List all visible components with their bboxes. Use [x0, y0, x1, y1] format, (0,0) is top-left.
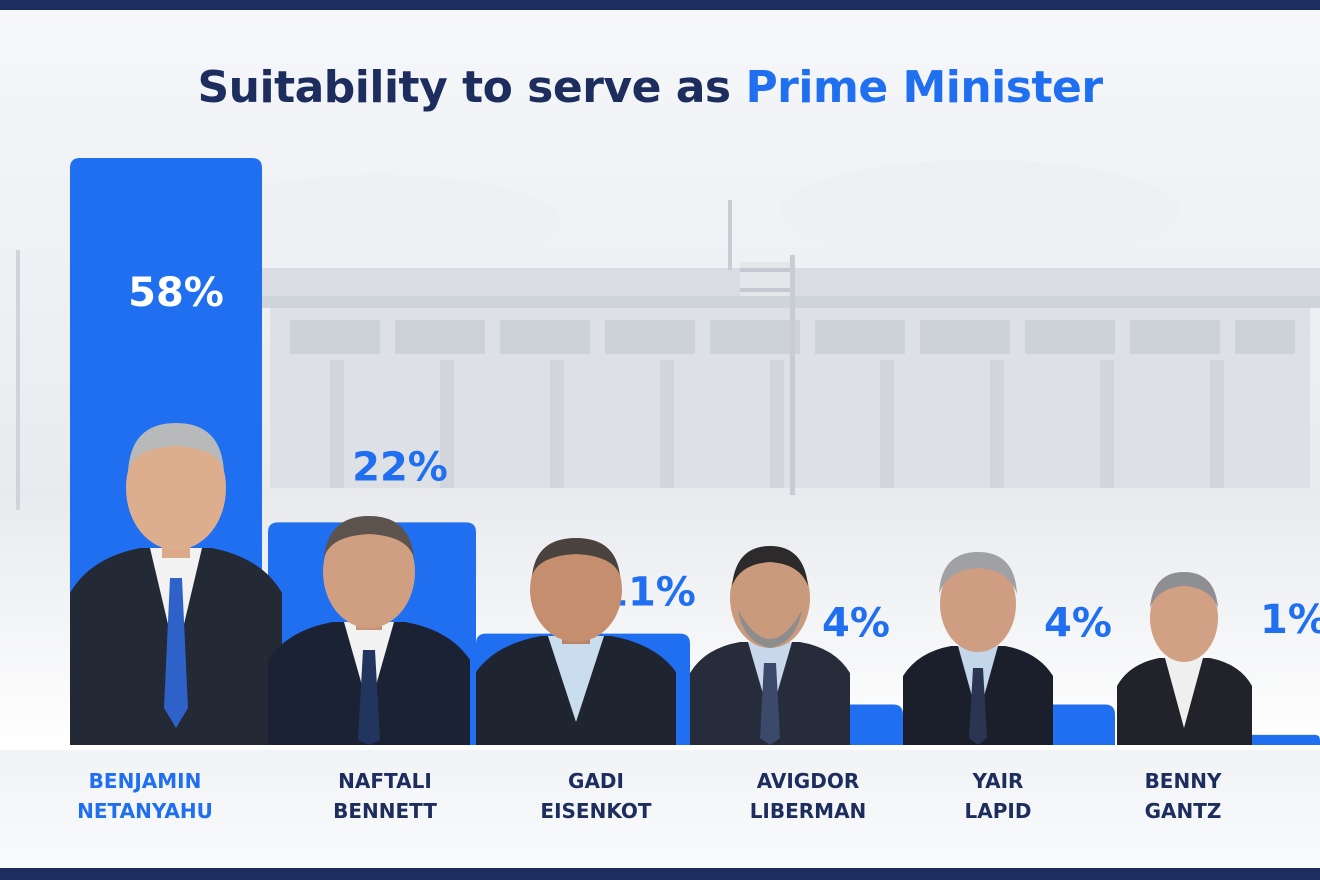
- portrait-photo-icon: [903, 552, 1053, 745]
- portrait-photo-icon: [70, 423, 282, 745]
- value-label: 4%: [1044, 601, 1112, 647]
- portrait-photo-icon: [1117, 572, 1252, 745]
- candidate-last-name: LAPID: [964, 799, 1032, 823]
- candidate-first-name: GADI: [568, 769, 624, 793]
- candidate-name-naftali-bennett: NAFTALI BENNETT: [285, 766, 485, 826]
- chart-title: Suitability to serve as Prime Minister: [0, 62, 1300, 113]
- value-label: 22%: [352, 444, 448, 490]
- bottom-frame-bar: [0, 868, 1320, 880]
- portrait-photo-icon: [476, 538, 676, 745]
- title-part-1: Suitability to serve as: [197, 62, 746, 113]
- candidate-last-name: LIBERMAN: [749, 799, 867, 823]
- title-part-2: Prime Minister: [745, 62, 1103, 113]
- candidate-first-name: BENJAMIN: [88, 769, 202, 793]
- candidate-last-name: BENNETT: [333, 799, 437, 823]
- candidate-last-name: EISENKOT: [540, 799, 652, 823]
- candidate-name-benny-gantz: BENNY GANTZ: [1083, 766, 1283, 826]
- candidate-name-yair-lapid: YAIR LAPID: [898, 766, 1098, 826]
- candidate-first-name: NAFTALI: [338, 769, 432, 793]
- candidate-name-gadi-eisenkot: GADI EISENKOT: [496, 766, 696, 826]
- value-label: 4%: [822, 601, 890, 647]
- portrait-photo-icon: [268, 516, 470, 745]
- value-label: 1%: [1260, 597, 1320, 643]
- top-frame-bar: [0, 0, 1320, 10]
- candidate-name-avigdor-liberman: AVIGDOR LIBERMAN: [708, 766, 908, 826]
- portrait-photo-icon: [690, 546, 850, 745]
- candidate-first-name: BENNY: [1144, 769, 1222, 793]
- candidate-last-name: NETANYAHU: [77, 799, 213, 823]
- candidate-first-name: YAIR: [972, 769, 1024, 793]
- candidate-name-benjamin-netanyahu: BENJAMIN NETANYAHU: [45, 766, 245, 826]
- candidate-first-name: AVIGDOR: [756, 769, 860, 793]
- candidate-last-name: GANTZ: [1144, 799, 1222, 823]
- value-label: 58%: [128, 270, 224, 316]
